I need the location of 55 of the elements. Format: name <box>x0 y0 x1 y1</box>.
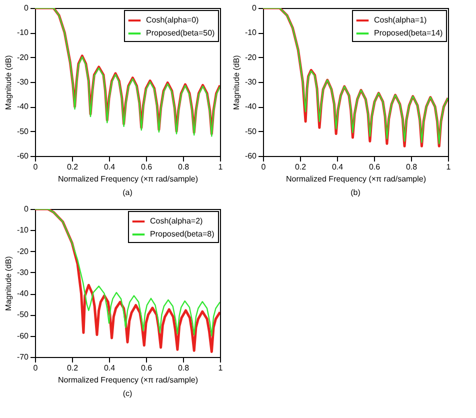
legend-label: Cosh(alpha=1) <box>374 16 428 24</box>
x-tick-label: 0 <box>33 162 38 172</box>
y-tick-label: -60 <box>16 152 30 160</box>
x-axis-title: Normalized Frequency (×π rad/sample) <box>58 376 198 384</box>
x-tick-label: 0.8 <box>178 162 190 172</box>
x-tick-label: 0.2 <box>66 162 79 172</box>
y-tick-label: -20 <box>16 52 30 62</box>
x-tick-label: 1 <box>218 364 224 372</box>
y-tick-label: -40 <box>244 102 258 112</box>
legend-label: Proposed(beta=8) <box>150 230 215 238</box>
y-tick-label: -50 <box>244 126 258 136</box>
legend-label: Cosh(alpha=0) <box>146 16 200 24</box>
y-tick-label: 0 <box>24 4 30 12</box>
x-tick-label: 0.2 <box>294 162 307 172</box>
y-tick-label: -10 <box>16 28 30 38</box>
y-tick-label: -10 <box>244 28 258 38</box>
y-tick-label: 0 <box>252 4 258 12</box>
y-tick-label: -50 <box>16 310 30 320</box>
y-axis-title: Magnitude (dB) <box>4 54 13 110</box>
y-tick-label: -60 <box>244 152 258 160</box>
x-tick-label: 0.6 <box>368 162 381 172</box>
x-tick-label: 0.4 <box>104 162 116 172</box>
x-tick-label: 0 <box>261 162 266 172</box>
x-tick-label: 0.6 <box>140 162 153 172</box>
y-tick-label: -30 <box>16 268 30 277</box>
y-tick-label: -20 <box>16 246 30 256</box>
y-axis-title: Magnitude (dB) <box>4 256 13 311</box>
legend-label: Proposed(beta=50) <box>146 28 216 38</box>
x-axis-title: Normalized Frequency (×π rad/sample) <box>58 174 198 184</box>
x-tick-label: 0.6 <box>140 364 153 372</box>
y-tick-label: -70 <box>16 352 30 362</box>
legend-label: Proposed(beta=14) <box>374 28 444 38</box>
y-tick-label: -30 <box>16 78 30 86</box>
x-tick-label: 0.2 <box>66 364 79 372</box>
x-tick-label: 0.8 <box>406 162 418 172</box>
y-tick-label: -30 <box>244 78 258 86</box>
text: (b) <box>350 188 361 197</box>
y-tick-label: -60 <box>16 331 30 340</box>
y-tick-label: -20 <box>244 52 258 62</box>
text: (c) <box>122 389 132 398</box>
y-tick-label: -40 <box>16 102 30 112</box>
y-tick-label: -50 <box>16 126 30 136</box>
x-tick-label: 0.4 <box>104 364 116 372</box>
y-tick-label: -40 <box>16 289 30 298</box>
x-tick-label: 1 <box>446 162 452 172</box>
x-tick-label: 1 <box>218 162 224 172</box>
x-axis-title: Normalized Frequency (×π rad/sample) <box>286 174 426 184</box>
legend-label: Cosh(alpha=2) <box>150 216 204 226</box>
y-axis-title: Magnitude (dB) <box>232 54 241 110</box>
y-tick-label: -10 <box>16 226 30 235</box>
x-tick-label: 0.8 <box>178 364 190 372</box>
text: (a) <box>122 188 133 197</box>
x-tick-label: 0 <box>33 364 38 372</box>
y-tick-label: 0 <box>24 204 30 214</box>
x-tick-label: 0.4 <box>332 162 344 172</box>
